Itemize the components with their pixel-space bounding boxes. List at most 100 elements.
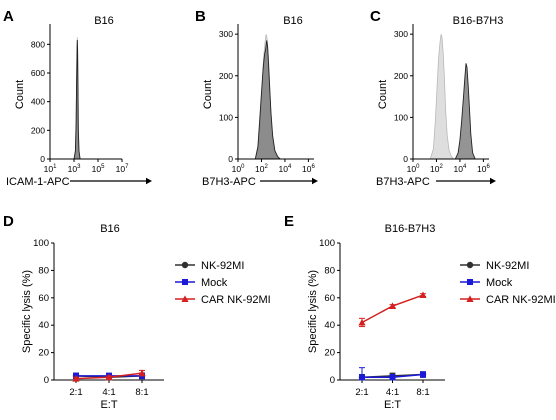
legend-entry: CAR NK-92MI xyxy=(175,294,271,306)
panel-title: B16 xyxy=(100,223,120,235)
legend-marker xyxy=(466,261,474,269)
y-tick-label: 60 xyxy=(324,293,335,304)
x-tick-label: 107 xyxy=(116,164,129,174)
legend-label: NK-92MI xyxy=(201,260,244,272)
y-axis-label: Count xyxy=(202,80,214,109)
histogram-control xyxy=(429,34,455,160)
y-tick-label: 300 xyxy=(219,29,233,39)
data-point xyxy=(358,318,366,326)
y-tick-label: 80 xyxy=(324,265,335,276)
x-axis-label: ICAM-1-APC xyxy=(6,176,70,188)
legend-label: CAR NK-92MI xyxy=(201,294,271,306)
histogram-stained xyxy=(454,63,476,160)
legend-entry: NK-92MI xyxy=(460,260,529,272)
x-tick-label: 103 xyxy=(68,164,81,174)
x-tick-label: 102 xyxy=(255,164,268,174)
panel-a: A B16 0 200 400 600 800 101 103 105 107 Count ICAM-1… xyxy=(3,8,152,188)
y-axis-label: Specific lysis (%) xyxy=(307,270,319,353)
histogram-stained xyxy=(254,40,282,160)
series-car-nk-92mi xyxy=(358,291,427,328)
legend-marker xyxy=(467,279,473,285)
panel-title: B16-B7H3 xyxy=(453,15,504,27)
y-tick-label: 20 xyxy=(324,348,335,359)
x-tick-label: 100 xyxy=(407,164,420,174)
y-axis-label: Specific lysis (%) xyxy=(21,270,33,353)
y-tick-label: 100 xyxy=(33,238,49,249)
panel-title: B16-B7H3 xyxy=(385,223,436,235)
x-tick-label: 106 xyxy=(302,164,315,174)
x-tick-label: 2:1 xyxy=(355,387,368,398)
series-car-nk-92mi xyxy=(72,369,146,382)
panel-letter: C xyxy=(370,8,381,25)
legend-marker xyxy=(182,279,188,285)
legend-marker xyxy=(466,295,474,302)
y-tick-label: 100 xyxy=(319,238,335,249)
legend-label: NK-92MI xyxy=(486,260,529,272)
panel-title: B16 xyxy=(94,15,114,27)
y-tick-label: 200 xyxy=(31,125,45,135)
legend-marker xyxy=(181,261,189,269)
x-tick-label: 100 xyxy=(232,164,245,174)
data-point xyxy=(420,371,426,378)
legend-marker xyxy=(181,295,189,302)
y-tick-label: 40 xyxy=(38,320,49,331)
y-tick-label: 400 xyxy=(31,97,45,107)
x-tick-label: 105 xyxy=(92,164,105,174)
y-tick-label: 0 xyxy=(228,154,233,164)
y-tick-label: 0 xyxy=(40,154,45,164)
x-tick-label: 8:1 xyxy=(135,387,148,398)
panel-title: B16 xyxy=(283,15,303,27)
data-point xyxy=(105,373,113,381)
panel-d: D B16 0 20 40 60 80 100 2:1 4:1 8:1 E:T Specific lys… xyxy=(3,213,271,411)
x-tick-label: 4:1 xyxy=(386,387,399,398)
panel-letter: B xyxy=(195,8,206,25)
x-axis-label: B7H3-APC xyxy=(202,176,256,188)
x-tick-label: 102 xyxy=(430,164,443,174)
data-point xyxy=(388,302,397,310)
legend-entry: CAR NK-92MI xyxy=(460,294,556,306)
histogram-stained xyxy=(73,39,81,160)
y-tick-label: 0 xyxy=(44,375,49,386)
legend-entry: Mock xyxy=(460,277,513,289)
x-tick-label: 101 xyxy=(44,164,57,174)
y-tick-label: 800 xyxy=(31,39,45,49)
data-point xyxy=(419,291,427,299)
data-point xyxy=(389,374,396,381)
y-tick-label: 100 xyxy=(394,112,408,122)
panel-letter: A xyxy=(3,8,14,25)
x-axis-label: E:T xyxy=(100,399,117,411)
data-point xyxy=(359,374,365,381)
y-axis-label: Count xyxy=(377,80,389,109)
y-tick-label: 20 xyxy=(38,348,49,359)
series-mock xyxy=(359,367,426,381)
legend-entry: Mock xyxy=(175,277,228,289)
y-tick-label: 200 xyxy=(394,71,408,81)
y-tick-label: 0 xyxy=(403,154,408,164)
x-tick-label: 104 xyxy=(279,164,292,174)
legend-label: Mock xyxy=(486,277,513,289)
legend-label: Mock xyxy=(201,277,228,289)
x-tick-label: 106 xyxy=(477,164,490,174)
panel-letter: E xyxy=(284,213,294,230)
x-tick-label: 4:1 xyxy=(102,387,115,398)
y-tick-label: 80 xyxy=(38,265,49,276)
x-tick-label: 8:1 xyxy=(416,387,429,398)
x-axis-arrow-head xyxy=(146,177,152,185)
y-tick-label: 200 xyxy=(219,71,233,81)
y-tick-label: 600 xyxy=(31,68,45,78)
x-tick-label: 2:1 xyxy=(69,387,82,398)
x-tick-label: 104 xyxy=(454,164,467,174)
y-tick-label: 300 xyxy=(394,29,408,39)
panel-letter: D xyxy=(3,213,14,230)
legend-label: CAR NK-92MI xyxy=(486,294,556,306)
legend-entry: NK-92MI xyxy=(175,260,244,272)
y-tick-label: 100 xyxy=(219,112,233,122)
x-axis-arrow-head xyxy=(312,177,318,185)
data-point xyxy=(72,375,80,382)
data-point xyxy=(138,369,146,377)
x-axis-label: E:T xyxy=(384,399,401,411)
